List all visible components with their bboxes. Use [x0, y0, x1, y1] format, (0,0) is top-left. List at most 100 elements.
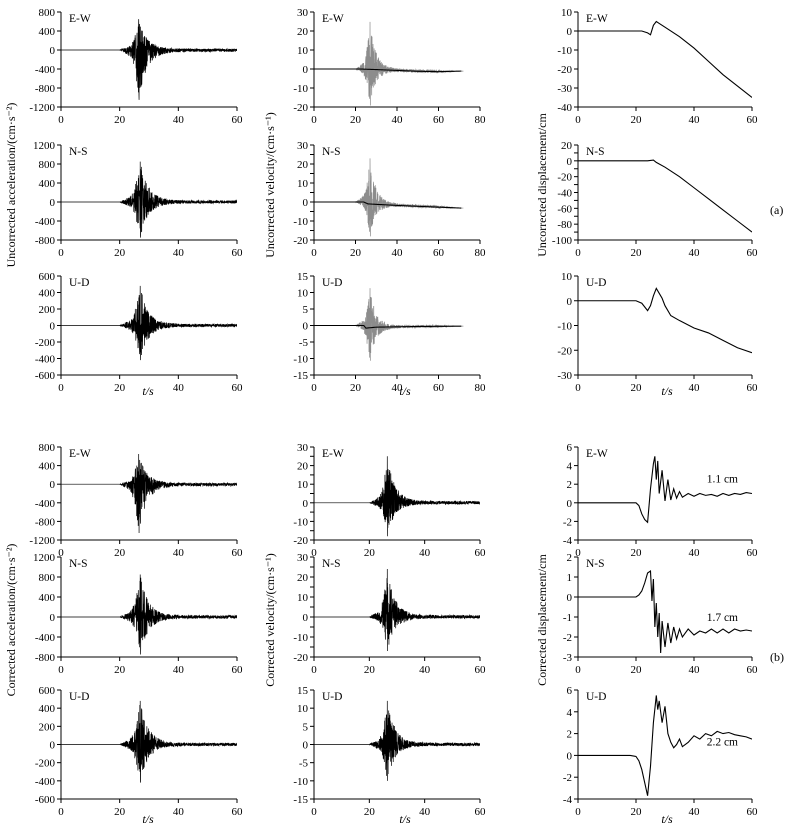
y-tick-label: 4 [567, 707, 573, 719]
y-tick-label: 2 [567, 479, 573, 491]
y-tick-label: 1200 [33, 140, 56, 152]
y-tick-label: -10 [293, 216, 308, 228]
x-tick-label: 0 [575, 547, 581, 559]
y-tick-label: 800 [39, 442, 56, 454]
y-tick-label: 1 [567, 572, 573, 584]
x-tick-label: 60 [232, 664, 244, 676]
y-tick-label: -20 [293, 652, 308, 664]
y-tick-label: 0 [303, 498, 309, 510]
y-tick-label: 0 [567, 156, 573, 168]
svg-text:t/s: t/s [661, 812, 673, 826]
x-tick-label: 60 [747, 806, 759, 818]
y-tick-label: 0 [50, 740, 56, 752]
x-tick-label: 40 [173, 547, 185, 559]
panel-b_acc_ud: -600 -400 -200 0 200 400 600 0 20 40 60 U-D [35, 685, 243, 818]
y-tick-label: -800 [35, 235, 56, 247]
y-tick-label: -4 [563, 794, 573, 806]
panel-b_acc_ew: -1200 -800 -400 0 400 800 0 20 40 60 E-W [29, 442, 243, 559]
y-tick-label: 400 [39, 178, 56, 190]
x-tick-label: 20 [631, 382, 643, 394]
y-tick-label: -40 [557, 188, 572, 200]
baseline-drift-line [314, 324, 462, 329]
x-tick-label: 60 [232, 547, 244, 559]
y-tick-label: -200 [35, 337, 56, 349]
y-tick-label: 10 [297, 479, 309, 491]
x-tick-label: 40 [173, 806, 185, 818]
y-tick-label: 0 [50, 479, 56, 491]
x-tick-label: 60 [232, 382, 244, 394]
y-tick-label: -30 [557, 83, 572, 95]
x-tick-label: 80 [475, 247, 487, 259]
component-label: E-W [69, 448, 91, 460]
x-tick-label: 0 [575, 114, 581, 126]
y-tick-label: -20 [293, 535, 308, 547]
x-tick-label: 40 [419, 664, 431, 676]
series-line [314, 288, 464, 361]
y-tick-label: -5 [299, 758, 309, 770]
y-tick-label: 10 [561, 271, 573, 283]
y-tick-label: -20 [293, 102, 308, 114]
xlabel-a-displacement: t/s [661, 384, 673, 398]
x-tick-label: 0 [58, 247, 64, 259]
y-tick-label: 0 [567, 498, 573, 510]
y-tick-label: -400 [35, 216, 56, 228]
y-tick-label: 400 [39, 592, 56, 604]
x-tick-label: 40 [689, 247, 701, 259]
x-tick-label: 0 [575, 806, 581, 818]
y-tick-label: 600 [39, 685, 56, 697]
y-tick-label: 30 [297, 7, 309, 19]
x-tick-label: 40 [689, 547, 701, 559]
y-tick-label: 0 [567, 296, 573, 308]
y-tick-label: 10 [297, 703, 309, 715]
series-line [578, 159, 752, 233]
x-tick-label: 20 [114, 664, 126, 676]
y-tick-label: -10 [557, 45, 572, 57]
y-tick-label: -10 [293, 354, 308, 366]
x-tick-label: 20 [364, 664, 376, 676]
x-tick-label: 0 [311, 547, 317, 559]
y-tick-label: 2 [567, 552, 573, 564]
part-label-a: (a) [770, 203, 783, 217]
y-tick-label: -800 [35, 83, 56, 95]
y-tick-label: -2 [563, 772, 572, 784]
panel-a_vel_ns: -20 -10 0 10 20 30 0 20 40 60 80 N-S [293, 140, 486, 259]
y-tick-label: 400 [39, 288, 56, 300]
svg-text:t/s: t/s [142, 384, 154, 398]
x-tick-label: 40 [392, 114, 404, 126]
y-tick-label: 200 [39, 304, 56, 316]
y-tick-label: 20 [297, 572, 309, 584]
ylabel-b-velocity: Corrected velocity/(cm·s⁻¹) [263, 553, 277, 687]
y-tick-label: -10 [293, 83, 308, 95]
x-tick-label: 20 [350, 382, 362, 394]
y-tick-label: 800 [39, 7, 56, 19]
series-line [61, 453, 237, 534]
panel-b_vel_ud: -15 -10 -5 0 5 10 15 0 20 40 60 U-D [293, 685, 486, 818]
ylabel-b-acceleration: Corrected acceleration/(cm·s⁻²) [4, 544, 18, 697]
x-tick-label: 20 [114, 382, 126, 394]
y-tick-label: -1200 [29, 535, 55, 547]
y-tick-label: 10 [297, 45, 309, 57]
x-tick-label: 60 [433, 247, 445, 259]
y-tick-label: -600 [35, 794, 56, 806]
series-line [314, 456, 480, 537]
series-line [61, 285, 237, 361]
y-tick-label: 10 [297, 592, 309, 604]
y-tick-label: 10 [297, 288, 309, 300]
x-tick-label: 40 [392, 382, 404, 394]
y-tick-label: 30 [297, 442, 309, 454]
x-tick-label: 20 [350, 247, 362, 259]
x-tick-label: 20 [631, 547, 643, 559]
series-line [314, 700, 480, 781]
x-tick-label: 0 [311, 806, 317, 818]
x-tick-label: 40 [689, 114, 701, 126]
series-line [314, 21, 464, 106]
xlabel-b-velocity: t/s [399, 812, 411, 826]
y-tick-label: -400 [35, 354, 56, 366]
x-tick-label: 20 [631, 247, 643, 259]
svg-text:t/s: t/s [661, 384, 673, 398]
x-tick-label: 40 [689, 806, 701, 818]
panel-a_vel_ew: -20 -10 0 10 20 30 0 20 40 60 80 E-W [293, 7, 486, 126]
x-tick-label: 60 [747, 247, 759, 259]
